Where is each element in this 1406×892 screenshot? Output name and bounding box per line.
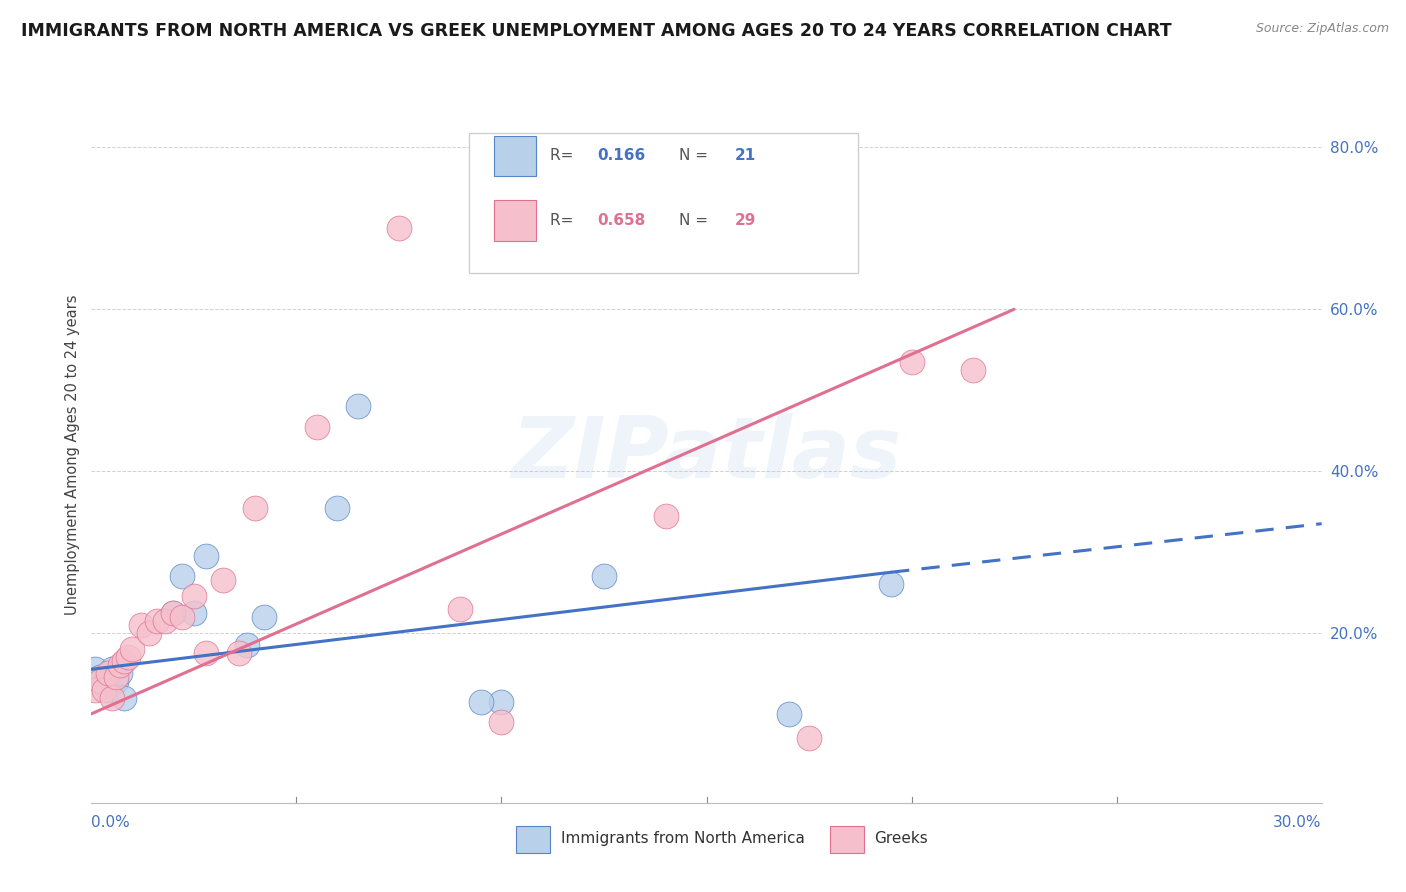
Point xyxy=(778,706,800,721)
Point xyxy=(170,569,193,583)
FancyBboxPatch shape xyxy=(516,827,550,853)
Point xyxy=(654,508,676,523)
Point xyxy=(305,419,328,434)
Text: ZIPatlas: ZIPatlas xyxy=(512,413,901,497)
Point xyxy=(105,674,127,689)
Text: Source: ZipAtlas.com: Source: ZipAtlas.com xyxy=(1256,22,1389,36)
Point xyxy=(183,590,205,604)
Text: 29: 29 xyxy=(735,213,756,228)
Text: 0.0%: 0.0% xyxy=(91,815,131,830)
Point xyxy=(593,569,616,583)
Text: Immigrants from North America: Immigrants from North America xyxy=(561,831,806,847)
Text: Greeks: Greeks xyxy=(873,831,928,847)
Point xyxy=(101,662,124,676)
Text: R=: R= xyxy=(550,148,578,163)
FancyBboxPatch shape xyxy=(830,827,863,853)
Point xyxy=(112,654,135,668)
Point xyxy=(162,606,184,620)
Point xyxy=(797,731,820,745)
Point xyxy=(170,609,193,624)
Point xyxy=(491,695,513,709)
Point xyxy=(195,549,218,563)
Point xyxy=(195,646,218,660)
Text: IMMIGRANTS FROM NORTH AMERICA VS GREEK UNEMPLOYMENT AMONG AGES 20 TO 24 YEARS CO: IMMIGRANTS FROM NORTH AMERICA VS GREEK U… xyxy=(21,22,1171,40)
Point xyxy=(880,577,903,591)
Point xyxy=(347,400,370,414)
FancyBboxPatch shape xyxy=(494,136,536,176)
Point xyxy=(326,500,349,515)
Point xyxy=(97,666,120,681)
Point xyxy=(253,609,276,624)
Point xyxy=(183,606,205,620)
Point xyxy=(388,221,411,235)
Point xyxy=(153,614,177,628)
Point xyxy=(89,674,111,689)
Point xyxy=(93,678,115,692)
Point xyxy=(962,363,984,377)
Text: 21: 21 xyxy=(735,148,756,163)
FancyBboxPatch shape xyxy=(470,133,858,273)
Text: 0.166: 0.166 xyxy=(598,148,645,163)
Point xyxy=(108,658,131,673)
Text: 0.658: 0.658 xyxy=(598,213,645,228)
Text: N =: N = xyxy=(679,148,713,163)
Point xyxy=(236,638,259,652)
Point xyxy=(101,690,124,705)
Point xyxy=(449,601,471,615)
Point xyxy=(228,646,250,660)
Point xyxy=(108,666,131,681)
Point xyxy=(245,500,267,515)
Point xyxy=(491,714,513,729)
Point xyxy=(129,617,152,632)
Point xyxy=(211,574,233,588)
Point xyxy=(900,355,922,369)
Point xyxy=(121,642,143,657)
Y-axis label: Unemployment Among Ages 20 to 24 years: Unemployment Among Ages 20 to 24 years xyxy=(65,294,80,615)
Text: R=: R= xyxy=(550,213,578,228)
Point xyxy=(89,670,111,684)
Point xyxy=(112,690,135,705)
Point xyxy=(105,670,127,684)
Point xyxy=(84,662,107,676)
Point xyxy=(138,626,160,640)
Point xyxy=(470,695,492,709)
Text: 30.0%: 30.0% xyxy=(1274,815,1322,830)
Point xyxy=(93,682,115,697)
Point xyxy=(146,614,169,628)
Point xyxy=(162,606,184,620)
FancyBboxPatch shape xyxy=(494,201,536,241)
Point xyxy=(97,682,120,697)
Text: N =: N = xyxy=(679,213,713,228)
Point xyxy=(117,650,139,665)
Point xyxy=(84,682,107,697)
